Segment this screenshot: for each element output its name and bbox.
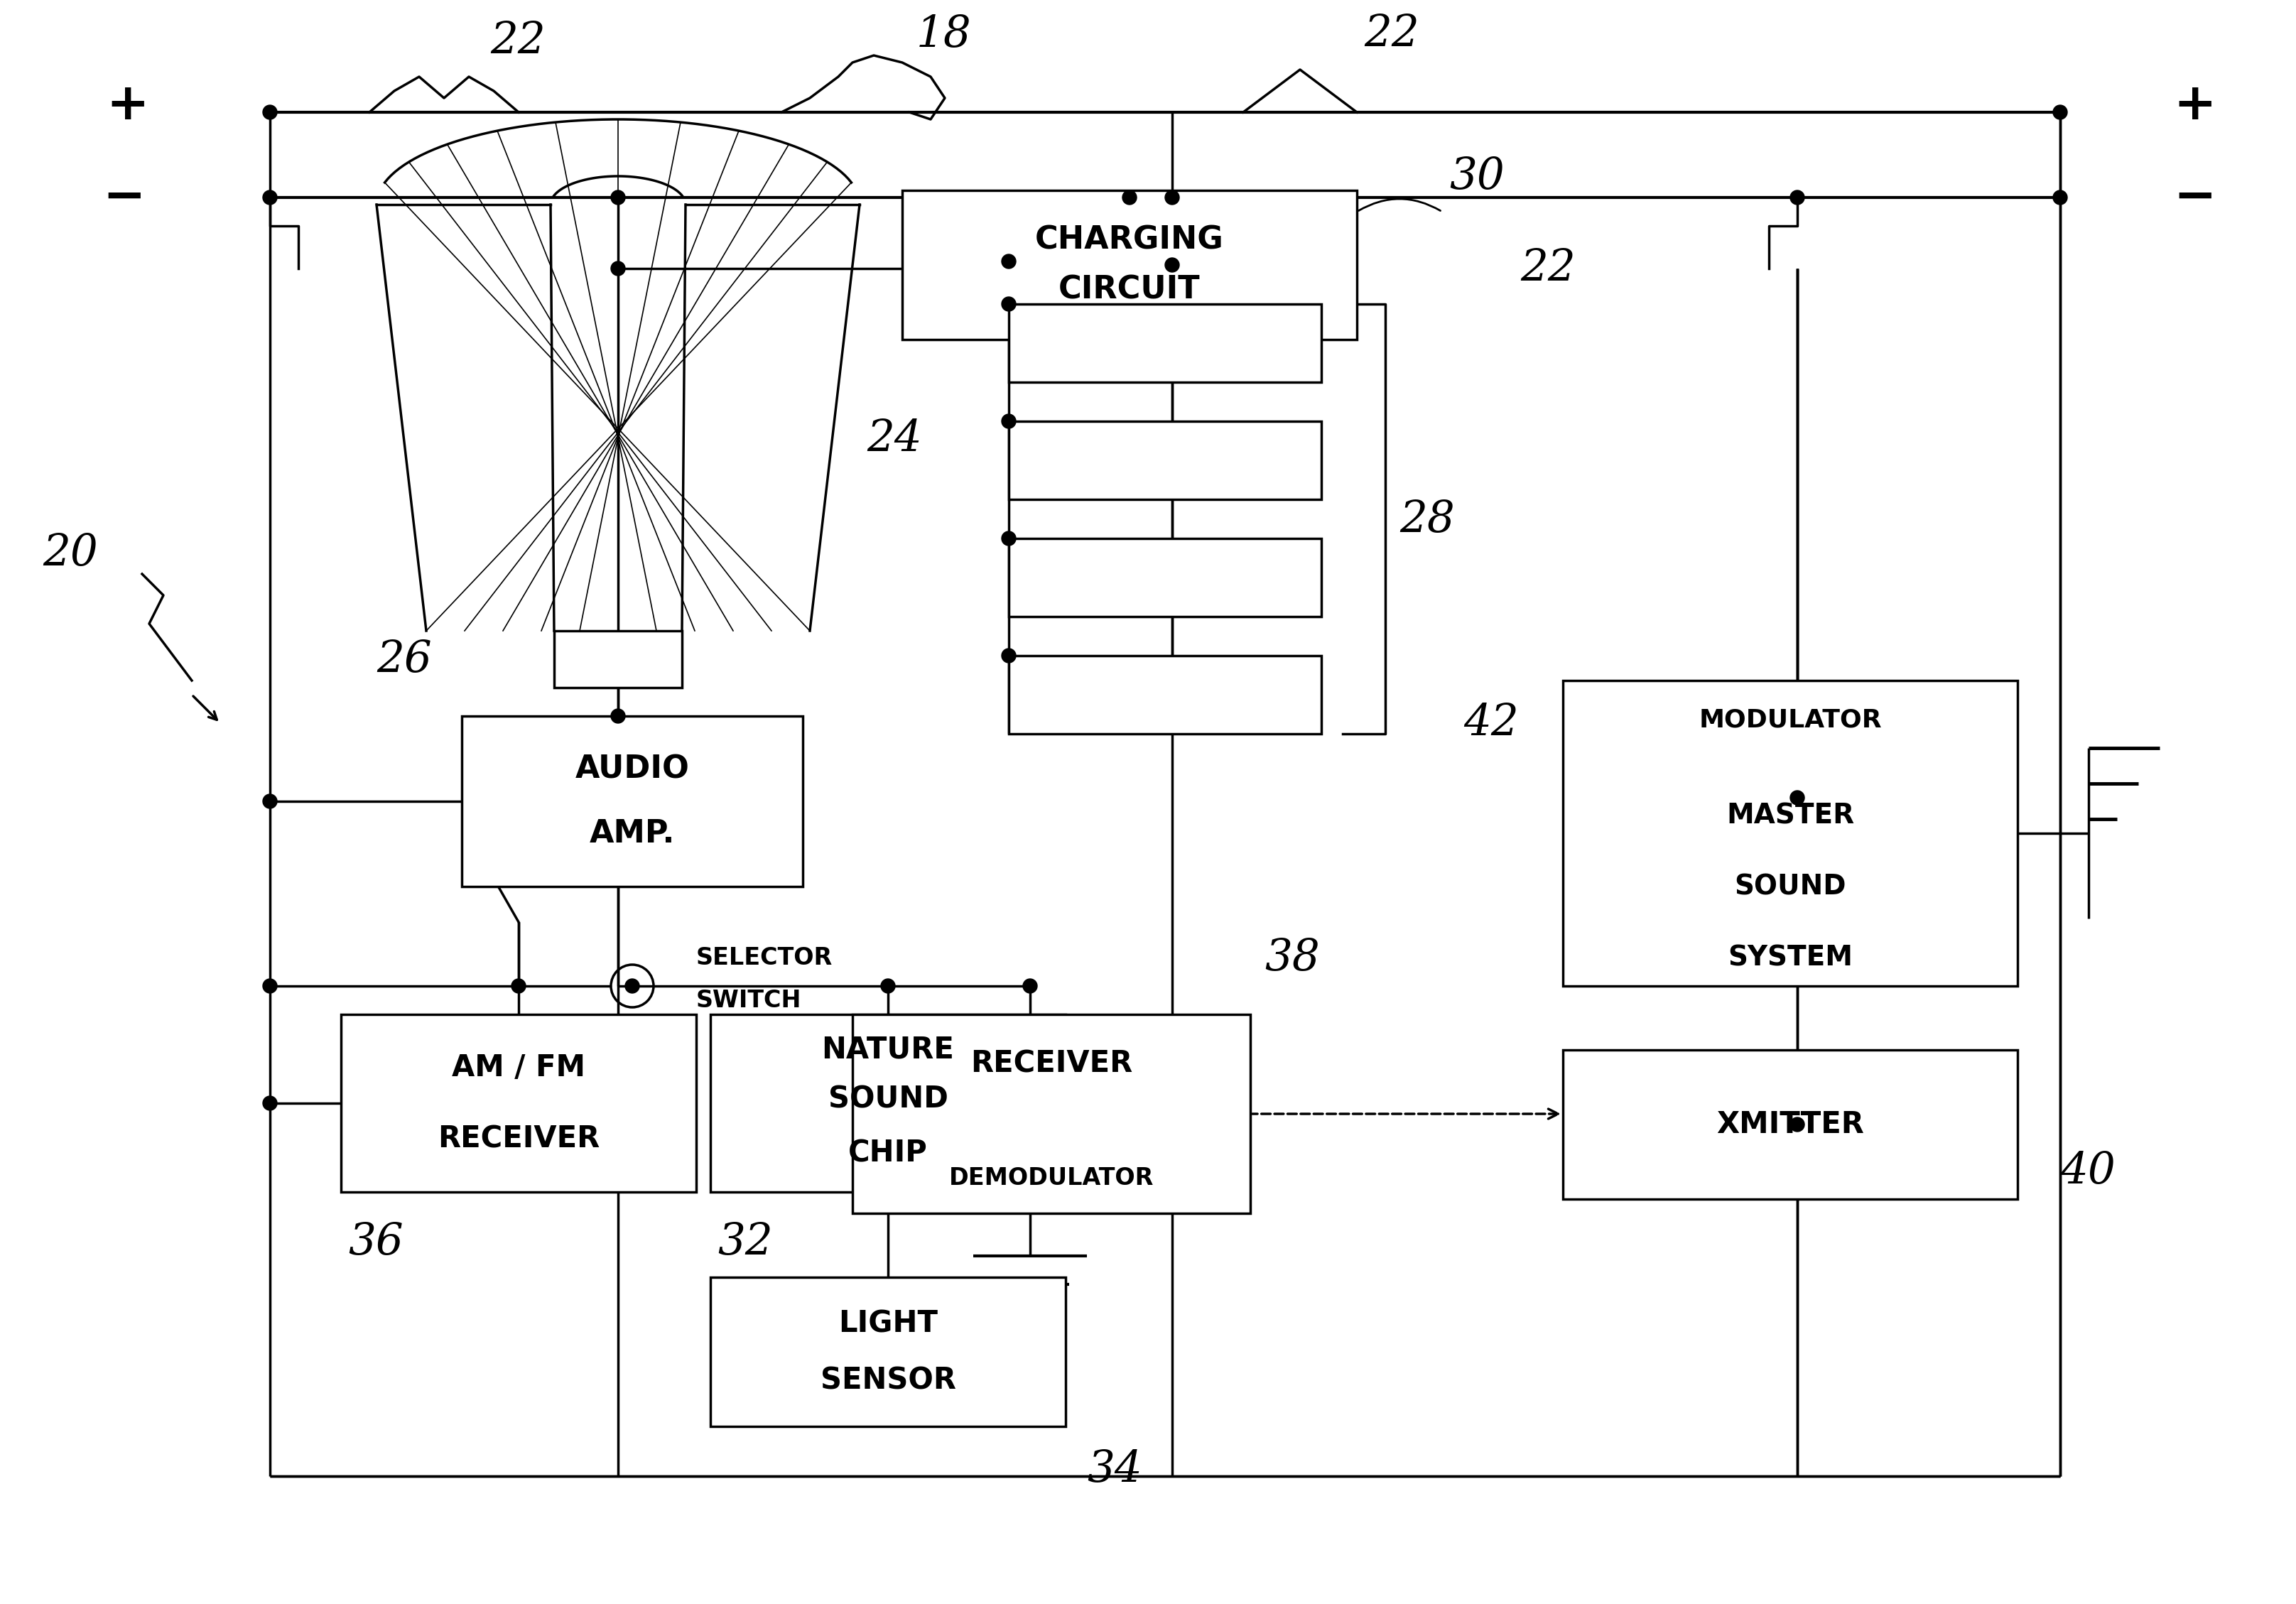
Text: SWITCH: SWITCH bbox=[696, 988, 801, 1012]
Bar bbox=[902, 191, 1357, 340]
Text: 34: 34 bbox=[1086, 1448, 1141, 1490]
Circle shape bbox=[611, 261, 625, 276]
Text: SOUND: SOUND bbox=[829, 1084, 948, 1115]
Text: DEMODULATOR: DEMODULATOR bbox=[948, 1166, 1155, 1190]
Text: 24: 24 bbox=[866, 417, 923, 460]
Text: RECEIVER: RECEIVER bbox=[971, 1049, 1132, 1079]
Text: 26: 26 bbox=[377, 638, 432, 680]
Text: 20: 20 bbox=[44, 531, 99, 574]
Text: SENSOR: SENSOR bbox=[820, 1365, 955, 1395]
Text: LIGHT: LIGHT bbox=[838, 1309, 937, 1338]
Text: MASTER: MASTER bbox=[1727, 802, 1855, 829]
Text: XMITTER: XMITTER bbox=[1717, 1110, 1864, 1139]
Circle shape bbox=[2053, 106, 2066, 119]
Text: 22: 22 bbox=[489, 19, 546, 63]
Circle shape bbox=[1791, 1118, 1805, 1131]
Circle shape bbox=[1001, 648, 1015, 662]
Circle shape bbox=[262, 978, 278, 993]
Text: CHARGING: CHARGING bbox=[1035, 225, 1224, 255]
Bar bbox=[1008, 422, 1320, 499]
Circle shape bbox=[512, 978, 526, 993]
Circle shape bbox=[262, 191, 278, 205]
Bar bbox=[852, 1014, 1251, 1213]
Bar bbox=[1564, 1051, 2018, 1200]
Bar bbox=[461, 715, 804, 887]
Circle shape bbox=[262, 106, 278, 119]
Text: 30: 30 bbox=[1449, 156, 1504, 197]
Circle shape bbox=[2053, 191, 2066, 205]
Text: −: − bbox=[103, 173, 147, 221]
Circle shape bbox=[625, 978, 638, 993]
Circle shape bbox=[262, 794, 278, 808]
Circle shape bbox=[882, 978, 895, 993]
Text: 22: 22 bbox=[1364, 13, 1419, 56]
Text: +: + bbox=[106, 80, 149, 130]
Text: SOUND: SOUND bbox=[1733, 873, 1846, 900]
Bar bbox=[342, 1014, 696, 1192]
Bar bbox=[709, 1277, 1065, 1426]
Text: 42: 42 bbox=[1463, 703, 1518, 744]
Circle shape bbox=[1123, 191, 1137, 205]
Circle shape bbox=[1001, 414, 1015, 428]
Circle shape bbox=[611, 191, 625, 205]
Bar bbox=[553, 630, 682, 688]
Text: SELECTOR: SELECTOR bbox=[696, 946, 833, 969]
Text: 32: 32 bbox=[716, 1221, 774, 1262]
Circle shape bbox=[262, 1096, 278, 1110]
Circle shape bbox=[1791, 191, 1805, 205]
Text: 18: 18 bbox=[916, 13, 971, 56]
Text: AM / FM: AM / FM bbox=[452, 1052, 585, 1083]
Circle shape bbox=[611, 709, 625, 723]
Bar bbox=[1008, 305, 1320, 382]
Text: MODULATOR: MODULATOR bbox=[1699, 707, 1883, 731]
Text: AMP.: AMP. bbox=[590, 818, 675, 849]
Text: 38: 38 bbox=[1265, 937, 1320, 978]
Text: CHIP: CHIP bbox=[847, 1137, 928, 1168]
Text: +: + bbox=[2174, 80, 2216, 130]
Circle shape bbox=[1001, 531, 1015, 545]
Bar bbox=[1008, 656, 1320, 733]
Circle shape bbox=[1001, 255, 1015, 268]
Text: AUDIO: AUDIO bbox=[574, 754, 689, 784]
Bar bbox=[1564, 680, 2018, 986]
Bar bbox=[1008, 539, 1320, 616]
Text: 40: 40 bbox=[2060, 1150, 2115, 1192]
Circle shape bbox=[1164, 191, 1180, 205]
Circle shape bbox=[1024, 978, 1038, 993]
Text: −: − bbox=[2174, 173, 2216, 221]
Text: RECEIVER: RECEIVER bbox=[439, 1124, 599, 1153]
Text: NATURE: NATURE bbox=[822, 1035, 955, 1065]
Text: 28: 28 bbox=[1401, 497, 1456, 541]
Text: 36: 36 bbox=[349, 1221, 404, 1262]
Text: 22: 22 bbox=[1520, 247, 1575, 290]
Circle shape bbox=[1791, 791, 1805, 805]
Circle shape bbox=[1001, 297, 1015, 311]
Bar bbox=[709, 1014, 1065, 1192]
Text: CIRCUIT: CIRCUIT bbox=[1058, 274, 1201, 305]
Text: SYSTEM: SYSTEM bbox=[1727, 945, 1853, 970]
Circle shape bbox=[1164, 258, 1180, 273]
